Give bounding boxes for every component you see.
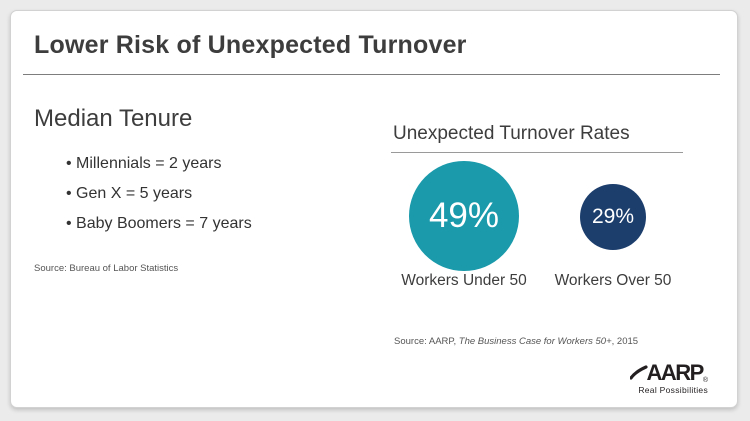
turnover-rates-section: Unexpected Turnover Rates 49% 29% Worker… (391, 123, 707, 347)
bubble-label-under-50: Workers Under 50 (401, 272, 527, 289)
bubble-label-over-50: Workers Over 50 (554, 272, 672, 289)
slide-card: Lower Risk of Unexpected Turnover Median… (10, 10, 738, 408)
turnover-rates-heading: Unexpected Turnover Rates (393, 123, 630, 144)
median-tenure-section: Median Tenure Millennials = 2 years Gen … (34, 105, 364, 274)
slide-title: Lower Risk of Unexpected Turnover (34, 31, 467, 59)
bubble-value-over-50: 29% (591, 205, 635, 228)
list-item-millennials: Millennials = 2 years (66, 149, 364, 179)
tenure-list: Millennials = 2 years Gen X = 5 years Ba… (66, 149, 364, 239)
source-note-left: Source: Bureau of Labor Statistics (34, 263, 179, 274)
aarp-logo-text: AARP (646, 360, 704, 385)
title-divider (23, 74, 720, 75)
bubble-workers-over-50: 29% (580, 184, 646, 250)
source-note-right: Source: AARP, The Business Case for Work… (391, 336, 707, 347)
registered-trademark-icon: ® (702, 377, 708, 384)
aarp-swoosh-icon (630, 365, 649, 380)
bubble-chart: 49% 29% Workers Under 50 Workers Over 50 (391, 153, 707, 329)
aarp-logo-mark: AARP ® (630, 361, 708, 384)
source-publication-title: The Business Case for Workers 50+ (458, 336, 612, 347)
aarp-tagline: Real Possibilities (638, 385, 708, 395)
bubble-workers-under-50: 49% (409, 161, 519, 271)
list-item-gen-x: Gen X = 5 years (66, 179, 364, 209)
source-prefix: Source: AARP, (394, 336, 459, 347)
list-item-baby-boomers: Baby Boomers = 7 years (66, 209, 364, 239)
bubble-value-under-50: 49% (428, 196, 500, 235)
median-tenure-heading: Median Tenure (34, 105, 193, 132)
turnover-rates-divider (391, 152, 683, 153)
aarp-logo: AARP ® Real Possibilities (630, 361, 708, 395)
source-suffix: , 2015 (611, 336, 639, 347)
